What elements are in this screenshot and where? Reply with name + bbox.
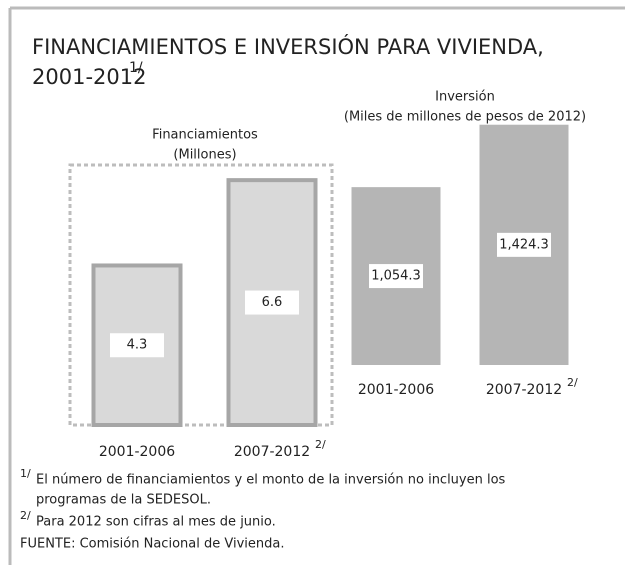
title-line-2: 2001-2012: [32, 65, 146, 89]
chart-title: Inversión: [435, 90, 495, 105]
bar: [91, 263, 183, 427]
value-label-box: [497, 232, 551, 257]
footnote: El número de financiamientos y el monto …: [36, 473, 506, 488]
category-note: 2/: [567, 376, 578, 389]
value-label-box: [245, 290, 299, 315]
chart-title: Financiamientos: [152, 128, 258, 143]
value-label: 4.3: [127, 338, 148, 353]
x-tick-label: 2007-2012: [234, 444, 310, 460]
group-box: [68, 163, 334, 427]
footnote-mark: 1/: [20, 467, 31, 480]
x-tick-label: 2007-2012: [486, 382, 562, 398]
x-tick-label: 2001-2006: [99, 444, 175, 460]
footnote-mark: 2/: [20, 509, 31, 522]
value-label: 1,424.3: [499, 237, 549, 252]
chart-subtitle: (Millones): [173, 148, 236, 163]
x-tick-label: 2001-2006: [358, 382, 434, 398]
category-note: 2/: [315, 438, 326, 451]
footnote: programas de la SEDESOL.: [36, 493, 211, 508]
footnote: Para 2012 son cifras al mes de junio.: [36, 515, 276, 530]
value-label: 6.6: [262, 295, 283, 310]
chart-subtitle: (Miles de millones de pesos de 2012): [344, 110, 586, 125]
value-label-box: [110, 333, 164, 358]
value-label-box: [369, 264, 423, 289]
title: FINANCIAMIENTOS E INVERSIÓN PARA VIVIEND…: [32, 34, 544, 59]
value-label: 1,054.3: [371, 269, 421, 284]
source: FUENTE: Comisión Nacional de Vivienda.: [20, 537, 284, 552]
title-note: 1/: [129, 60, 143, 76]
